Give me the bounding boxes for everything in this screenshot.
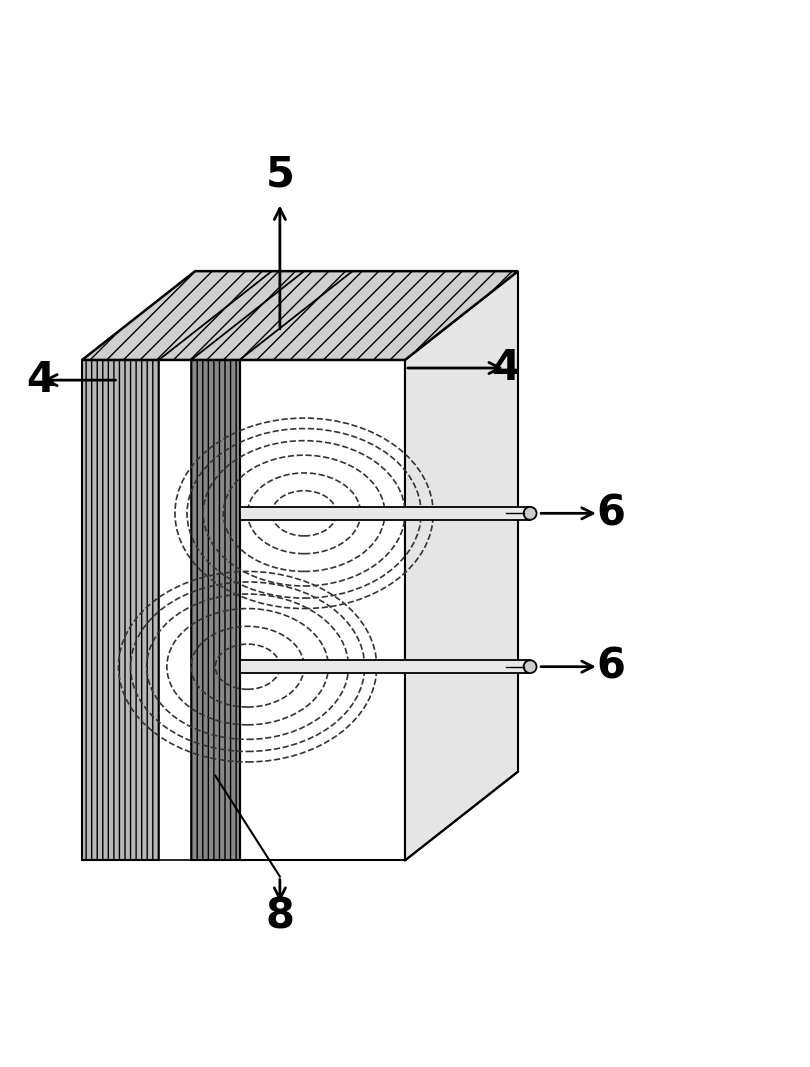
Text: 6: 6 xyxy=(596,492,625,535)
Text: 4: 4 xyxy=(26,360,54,401)
Polygon shape xyxy=(240,360,405,860)
Polygon shape xyxy=(82,360,159,860)
Text: 4: 4 xyxy=(492,347,520,389)
Polygon shape xyxy=(159,360,191,860)
Bar xyxy=(240,660,530,673)
Polygon shape xyxy=(82,271,518,360)
Bar xyxy=(240,507,530,520)
Text: 6: 6 xyxy=(596,646,625,688)
Polygon shape xyxy=(405,271,518,860)
Text: 8: 8 xyxy=(266,896,294,938)
Polygon shape xyxy=(191,360,240,860)
Ellipse shape xyxy=(523,507,536,520)
Ellipse shape xyxy=(523,660,536,673)
Text: 5: 5 xyxy=(266,154,294,195)
